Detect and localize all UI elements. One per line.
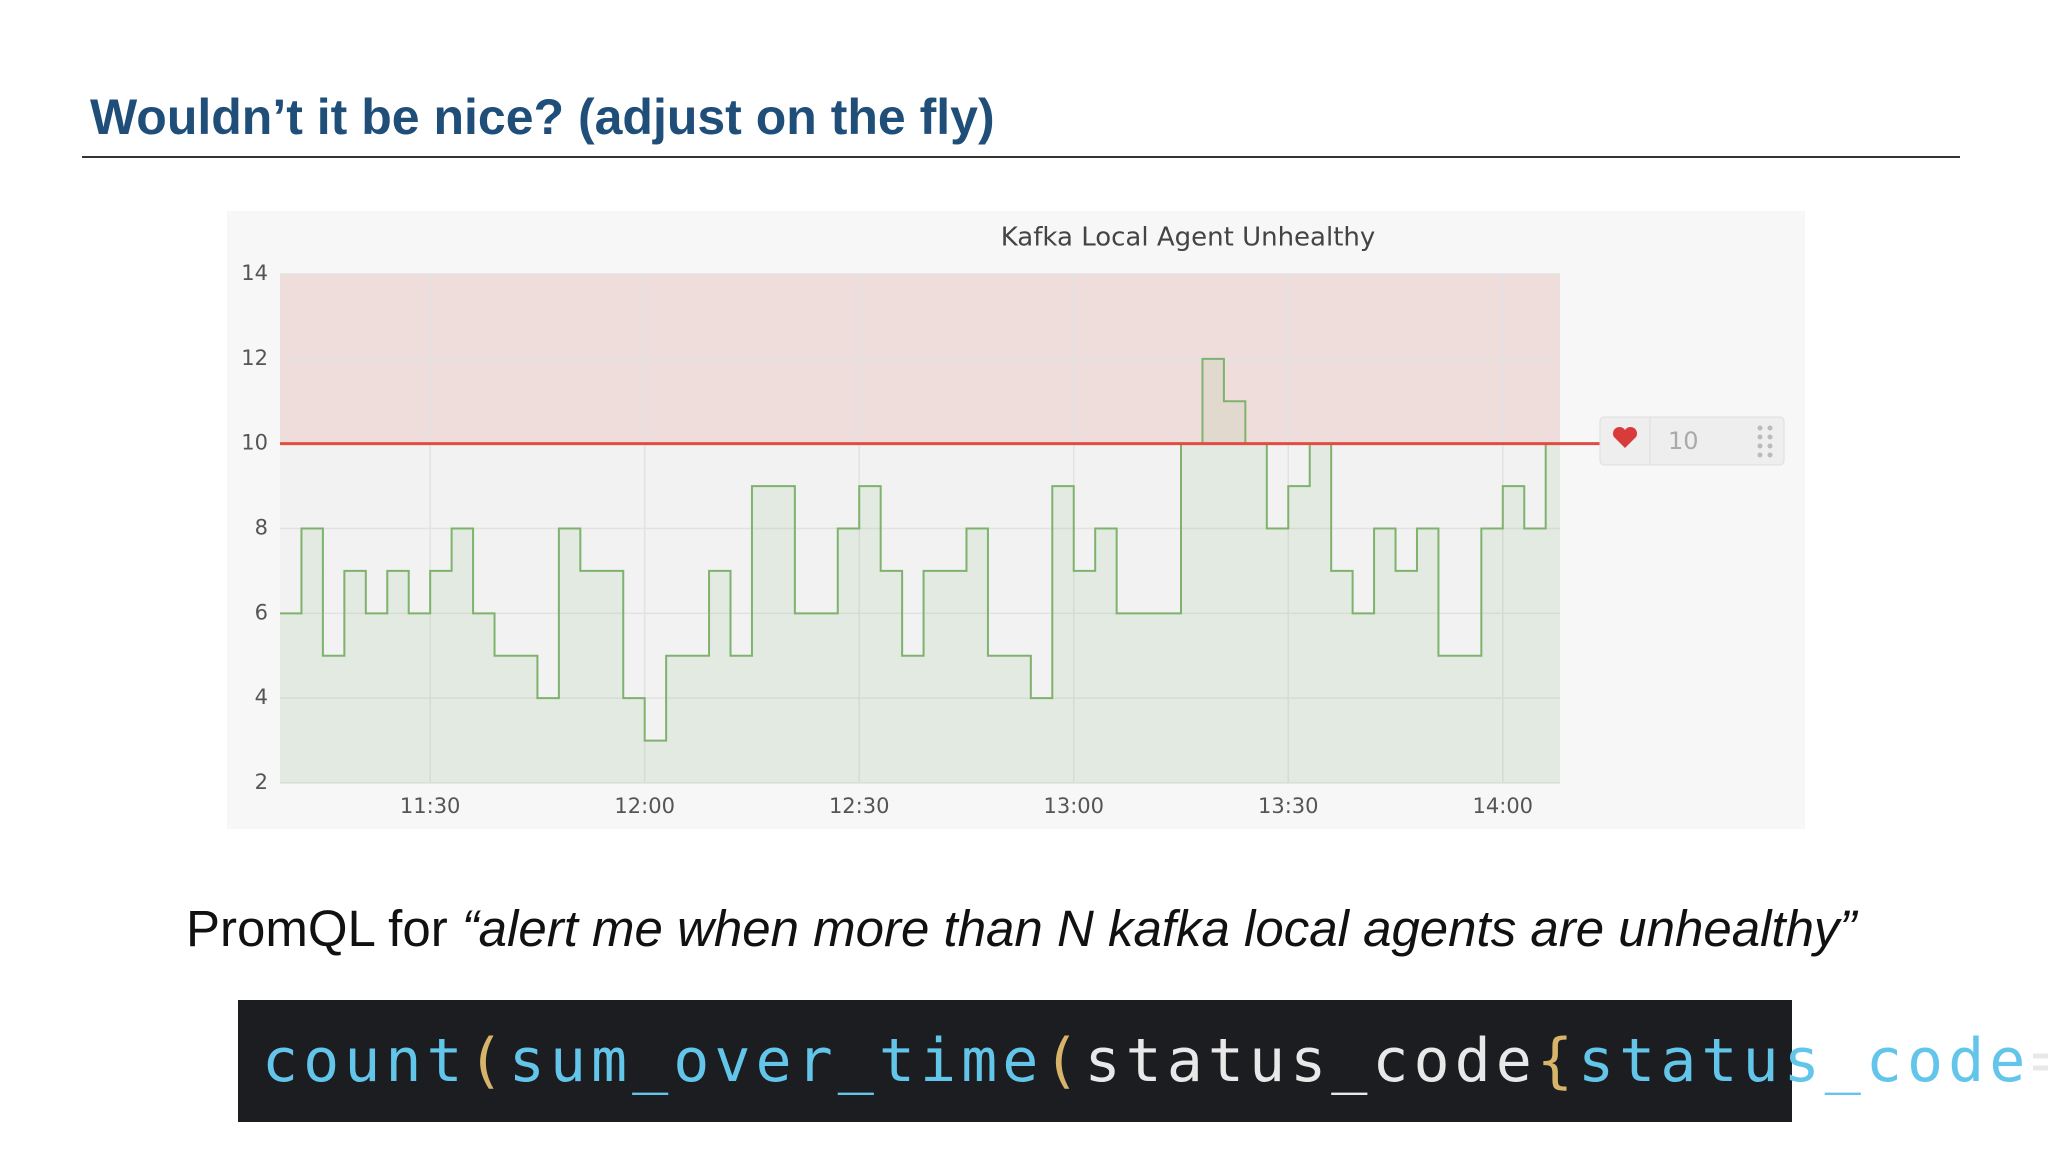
x-tick-label: 12:30 bbox=[829, 794, 890, 818]
y-tick-label: 14 bbox=[241, 261, 268, 285]
code-token: status_code bbox=[1084, 1026, 1536, 1096]
code-token: count bbox=[262, 1026, 468, 1096]
prompt-quote: “alert me when more than N kafka local a… bbox=[462, 900, 1859, 957]
prompt-prefix: PromQL for bbox=[186, 900, 448, 957]
plot: 2 4 6 8 10 12 14 11:30 12:00 12:30 13:00 13:30 14:00 bbox=[241, 261, 1600, 818]
x-tick-label: 11:30 bbox=[400, 794, 461, 818]
threshold-label: 10 bbox=[1668, 427, 1699, 455]
x-tick-label: 13:00 bbox=[1043, 794, 1104, 818]
x-tick-label: 13:30 bbox=[1258, 794, 1319, 818]
y-tick-label: 8 bbox=[255, 516, 268, 540]
y-tick-label: 6 bbox=[255, 600, 268, 624]
code-token: = bbox=[2030, 1026, 2048, 1096]
y-tick-label: 4 bbox=[255, 685, 268, 709]
y-tick-label: 12 bbox=[241, 346, 268, 370]
code-token: ( bbox=[1043, 1026, 1084, 1096]
widget-box bbox=[1599, 416, 1785, 466]
code-token: { bbox=[1537, 1026, 1578, 1096]
code-token: status_code bbox=[1578, 1026, 2030, 1096]
code-line: count(sum_over_time(status_code{status_c… bbox=[262, 1026, 2048, 1096]
chart-title: Kafka Local Agent Unhealthy bbox=[1001, 223, 1376, 253]
prompt: PromQL for “alert me when more than N kaf… bbox=[186, 900, 1858, 957]
heart-icon bbox=[1612, 426, 1638, 448]
x-tick-label: 12:00 bbox=[614, 794, 675, 818]
drag-handle bbox=[1757, 425, 1773, 458]
y-tick-label: 2 bbox=[255, 770, 268, 794]
y-tick-label: 10 bbox=[241, 431, 268, 455]
slide-title: Wouldn’t it be nice? (adjust on the fly) bbox=[90, 89, 995, 145]
line bbox=[280, 357, 1560, 742]
code-token: sum_over_time bbox=[509, 1026, 1044, 1096]
code-token: ( bbox=[468, 1026, 509, 1096]
threshold-widget: 10 bbox=[1599, 416, 1785, 466]
area bbox=[280, 358, 1560, 783]
code-block bbox=[238, 1000, 1792, 1122]
x-tick-label: 14:00 bbox=[1473, 794, 1534, 818]
